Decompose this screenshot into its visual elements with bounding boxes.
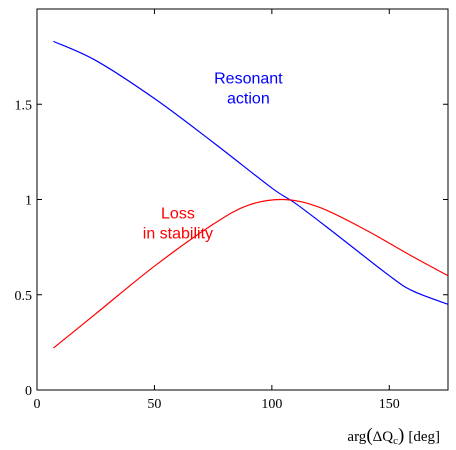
y-tick-label: 1 [25, 194, 32, 209]
annotation-resonant-line: action [227, 90, 270, 107]
x-axis-label-prefix: arg [347, 429, 366, 445]
plot-frame [36, 8, 449, 391]
x-axis-label-unit: [deg] [408, 429, 440, 445]
x-tick-label: 100 [261, 397, 282, 412]
x-axis-label-delta-q: ΔQ [373, 429, 394, 445]
annotation-resonant-line: Resonant [214, 70, 283, 87]
annotations-group: Resonant action Loss in stability [143, 70, 283, 242]
series-group [53, 40, 449, 349]
x-tick-label: 50 [147, 397, 161, 412]
annotation-resonant: Resonant action [214, 70, 283, 107]
annotation-loss-line: in stability [143, 226, 213, 243]
annotation-loss-line: Loss [161, 206, 195, 223]
annotation-loss: Loss in stability [143, 206, 213, 243]
x-axis-label-close-paren: ) [398, 425, 404, 446]
series-line-loss [53, 198, 449, 349]
series-line-resonant [53, 40, 449, 305]
x-axis-label-open-paren: ( [366, 425, 372, 446]
y-tick-label: 0 [25, 384, 32, 399]
y-tick-label: 1.5 [15, 98, 33, 113]
x-axis-label: arg(ΔQc) [deg] [347, 425, 440, 447]
x-axis-label-subscript: c [393, 435, 398, 447]
ticks-group: 0 50 100 150 0 0.5 1 1.5 [15, 9, 448, 412]
y-tick-label: 0.5 [15, 289, 33, 304]
x-tick-label: 0 [34, 397, 41, 412]
x-tick-label: 150 [379, 397, 400, 412]
